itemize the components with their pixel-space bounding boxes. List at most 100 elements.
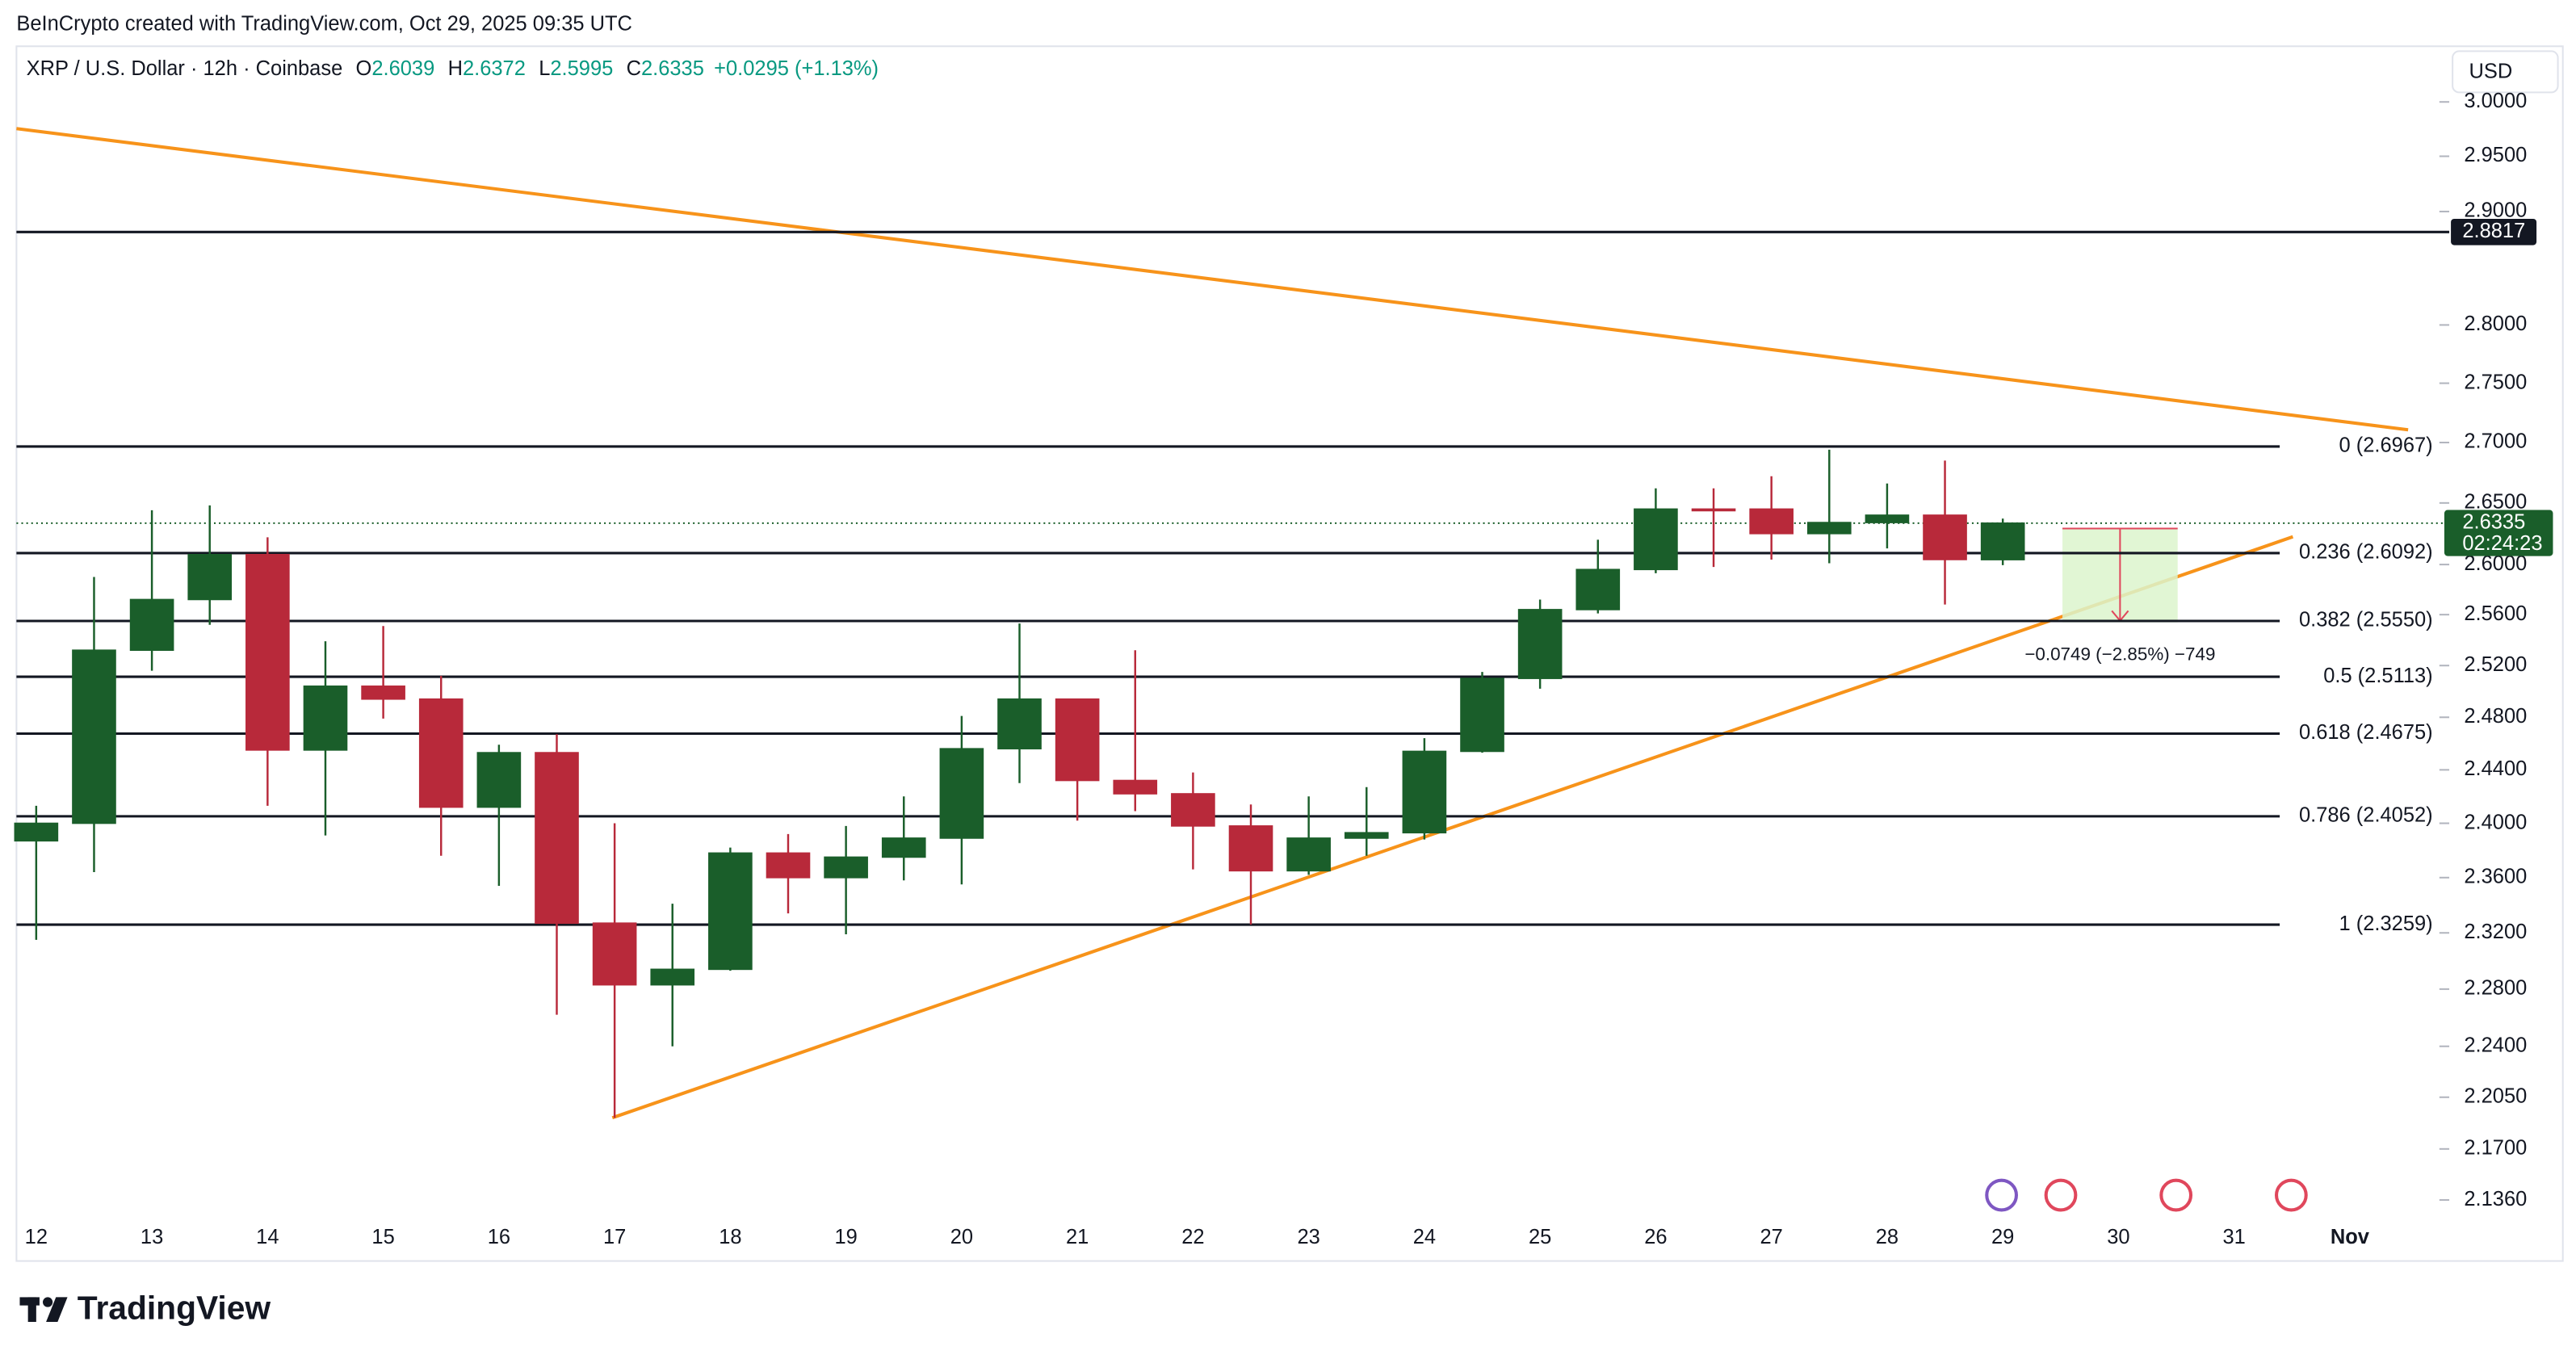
y-tick-label: 3.0000	[2464, 90, 2527, 112]
chart-frame	[15, 45, 2564, 1262]
y-tick-label: 2.2050	[2464, 1085, 2527, 1108]
last-price-tag	[2444, 510, 2553, 556]
candle-body	[476, 752, 522, 808]
x-tick-label: 21	[1066, 1226, 1089, 1248]
y-tick-label: 2.6500	[2464, 491, 2527, 514]
low-value: 2.5995	[550, 57, 613, 80]
y-tick-label: 2.3200	[2464, 921, 2527, 943]
currency[interactable]: USD	[2469, 61, 2513, 83]
candle-body	[1634, 508, 1678, 571]
x-tick-label: 22	[1181, 1226, 1204, 1248]
symbol: XRP / U.S. Dollar · 12h · Coinbase	[27, 57, 343, 80]
candle-body	[1171, 793, 1215, 827]
level-label: 0.5 (2.5113)	[2323, 665, 2432, 687]
candle-body	[72, 649, 116, 824]
candle-body	[592, 922, 637, 986]
x-tick-label: 29	[1991, 1226, 2014, 1248]
high-value: 2.6372	[463, 57, 526, 80]
x-tick-label: 18	[719, 1226, 741, 1248]
candle-body	[1749, 508, 1794, 535]
event-icon	[2274, 1178, 2308, 1212]
logo-text: TradingView	[78, 1290, 271, 1327]
y-tick-label: 2.3600	[2464, 866, 2527, 888]
y-tick-label: 2.5600	[2464, 602, 2527, 625]
candle-body	[245, 553, 290, 751]
ohlc-label: O	[356, 57, 372, 80]
x-tick-label: 12	[25, 1226, 48, 1248]
candle-body	[535, 752, 579, 924]
attribution: BeInCrypto created with TradingView.com,…	[16, 13, 632, 36]
currency-button[interactable]	[2452, 50, 2559, 94]
y-tick-label: 2.1360	[2464, 1188, 2527, 1210]
x-tick-label: 26	[1644, 1226, 1667, 1248]
event-icons	[1985, 1178, 2308, 1212]
ohlc-label: L	[539, 57, 550, 80]
y-tick-label: 2.9500	[2464, 144, 2527, 166]
y-tick-label: 2.1700	[2464, 1137, 2527, 1160]
candle-body	[1460, 678, 1504, 753]
trend-line	[611, 535, 2294, 1120]
x-tick-label: 24	[1413, 1226, 1436, 1248]
level-label: 0.618 (2.4675)	[2299, 721, 2433, 744]
y-tick-label: 2.7500	[2464, 371, 2527, 393]
y-tick-label: 2.7000	[2464, 430, 2527, 453]
y-tick-label: 2.2800	[2464, 977, 2527, 1000]
resistance-tag-label: 2.8817	[2462, 220, 2525, 242]
candle-body	[708, 852, 753, 971]
x-tick-label: 14	[256, 1226, 279, 1248]
y-tick-label: 2.2400	[2464, 1034, 2527, 1056]
candle-body	[1923, 514, 1967, 560]
resistance-tag	[2451, 218, 2537, 245]
x-tick-label: 16	[488, 1226, 510, 1248]
level-label: 0.786 (2.4052)	[2299, 804, 2433, 827]
candle-body	[14, 822, 59, 842]
last-price-tag-label: 2.6335	[2462, 511, 2525, 534]
y-tick-label: 2.5200	[2464, 653, 2527, 676]
y-tick-label: 2.8000	[2464, 313, 2527, 335]
change: +0.0295 (+1.13%)	[714, 57, 879, 80]
x-tick-label: Nov	[2331, 1226, 2370, 1248]
candle-body	[881, 837, 926, 858]
x-tick-label: 15	[371, 1226, 394, 1248]
candle-body	[1344, 832, 1389, 839]
y-tick-label: 2.9000	[2464, 199, 2527, 222]
candle-body	[1055, 698, 1100, 782]
candle-body	[1691, 508, 1736, 512]
candle-body	[1980, 522, 2025, 560]
event-icon	[2159, 1178, 2193, 1212]
level-label: 0.382 (2.5550)	[2299, 609, 2433, 631]
x-tick-label: 19	[834, 1226, 857, 1248]
x-tick-label: 27	[1760, 1226, 1782, 1248]
candle-body	[650, 968, 695, 986]
candle-body	[1517, 609, 1563, 679]
x-tick-label: 28	[1876, 1226, 1898, 1248]
logo: TradingView	[19, 1290, 271, 1327]
candle-body	[1286, 837, 1331, 872]
ohlc-label: H	[448, 57, 463, 80]
candle-body	[1402, 750, 1447, 834]
x-tick-label: 25	[1529, 1226, 1551, 1248]
candle-body	[824, 856, 868, 879]
candle-body	[766, 852, 811, 879]
y-tick-label: 2.4000	[2464, 811, 2527, 833]
x-tick-label: 20	[950, 1226, 973, 1248]
open-value: 2.6039	[371, 57, 434, 80]
logo-mark	[42, 1297, 53, 1307]
x-tick-label: 23	[1297, 1226, 1319, 1248]
candle-body	[187, 553, 233, 601]
level-label: 1 (2.3259)	[2339, 912, 2433, 935]
candle-body	[129, 598, 174, 652]
symbol-legend: XRP / U.S. Dollar · 12h · Coinbase O2.603…	[27, 57, 879, 80]
level-label: 0 (2.6967)	[2339, 434, 2433, 457]
y-tick-label: 2.4400	[2464, 757, 2527, 780]
candle-body	[1865, 514, 1910, 523]
candle-body	[418, 698, 464, 808]
candle-body	[939, 748, 984, 839]
event-icon	[2044, 1178, 2078, 1212]
x-tick-label: 17	[603, 1226, 626, 1248]
candle-body	[1575, 568, 1621, 610]
candle-body	[1228, 825, 1273, 872]
x-tick-label: 13	[141, 1226, 163, 1248]
